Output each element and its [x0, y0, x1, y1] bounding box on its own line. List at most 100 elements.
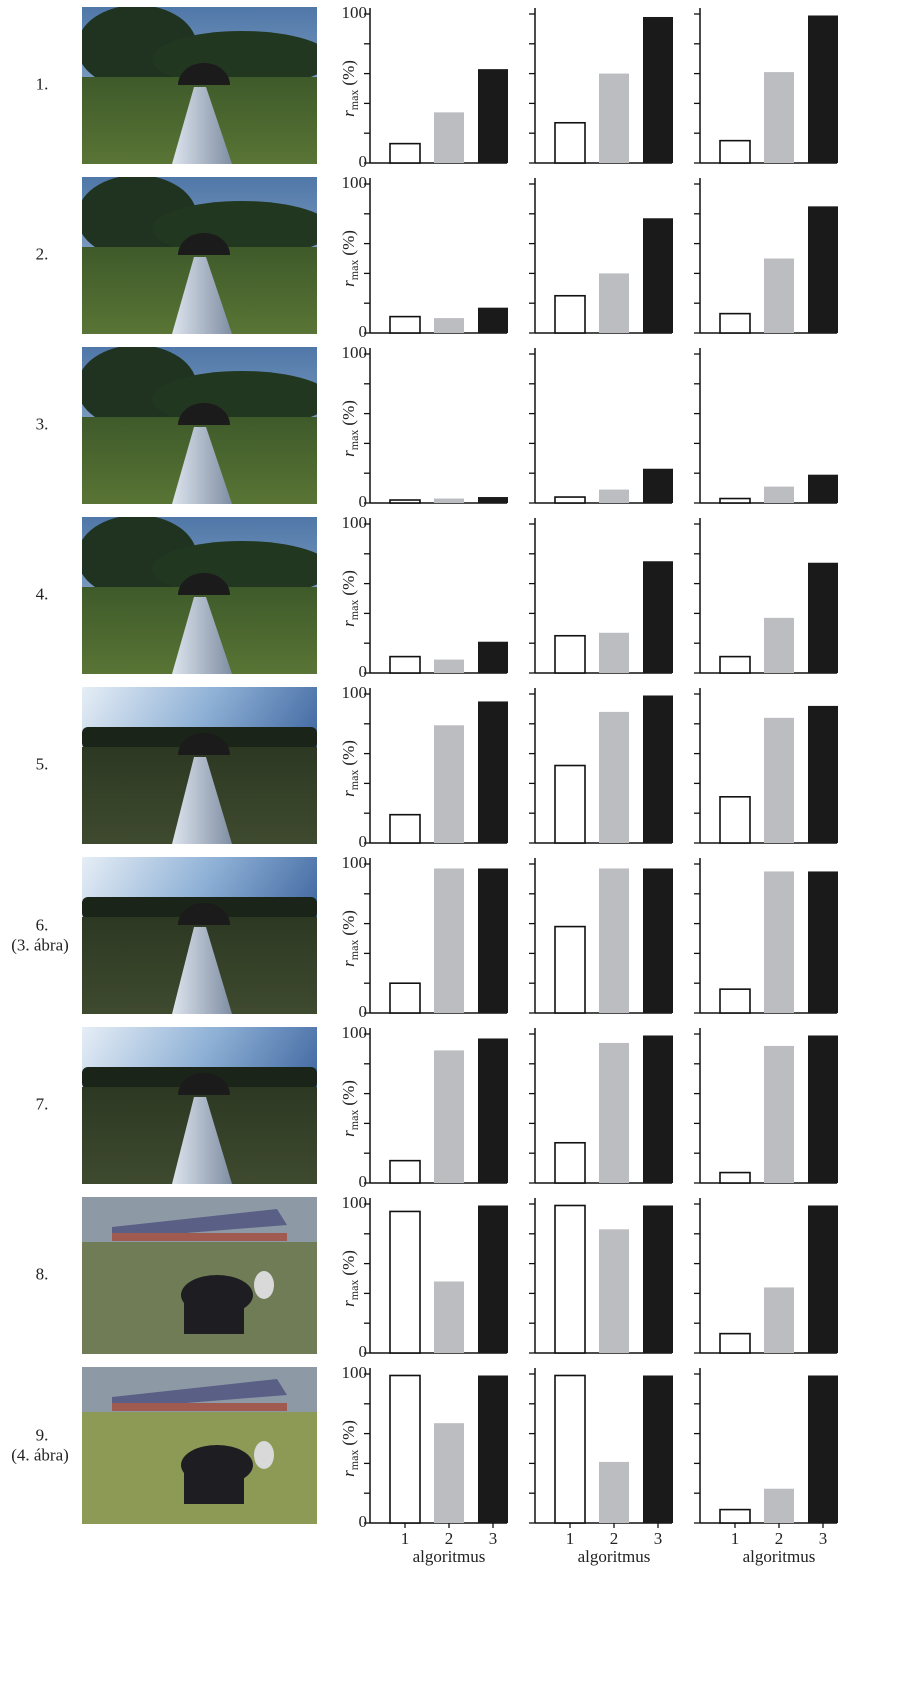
y-label-unit: (%): [339, 60, 358, 85]
bar: [554, 294, 586, 334]
photo-cow-legs: [184, 1472, 244, 1504]
bar: [808, 1035, 838, 1183]
row-label: 8.: [36, 1264, 49, 1283]
y-label-symbol: r: [339, 1300, 358, 1307]
row-label: 6.: [36, 915, 49, 934]
bar: [478, 69, 508, 163]
bar: [478, 1375, 508, 1523]
photo: [82, 1367, 317, 1524]
y-label-subscript: max: [347, 1450, 361, 1471]
bar: [643, 218, 673, 333]
bar: [764, 486, 794, 503]
bar: [554, 121, 586, 164]
photo: [82, 177, 317, 334]
y-tick-label: 0: [359, 662, 368, 681]
bar: [434, 498, 464, 503]
bar: [808, 871, 838, 1013]
bar: [389, 499, 421, 504]
y-label-subscript: max: [347, 1110, 361, 1131]
photo-cow-head: [254, 1271, 274, 1299]
bar: [389, 1159, 421, 1184]
bar: [764, 72, 794, 163]
photo: [82, 517, 317, 674]
bar: [764, 871, 794, 1013]
photo-target: [178, 733, 230, 755]
bar: [389, 982, 421, 1014]
y-tick-label: 100: [342, 1193, 368, 1212]
photo-rail: [172, 257, 232, 334]
bar: [808, 15, 838, 163]
bar: [764, 717, 794, 843]
y-tick-label: 0: [359, 1342, 368, 1361]
y-label-unit: (%): [339, 1080, 358, 1105]
bar: [764, 1287, 794, 1353]
y-tick-label: 0: [359, 832, 368, 851]
y-axis-label: rmax (%): [339, 230, 361, 287]
photo: [82, 1027, 317, 1184]
bar: [478, 701, 508, 843]
bar: [643, 1035, 673, 1183]
photo: [82, 347, 317, 504]
y-label-unit: (%): [339, 570, 358, 595]
y-label-unit: (%): [339, 910, 358, 935]
photo-target: [178, 403, 230, 425]
y-label-symbol: r: [339, 1130, 358, 1137]
y-axis-label: rmax (%): [339, 740, 361, 797]
photo-rail: [172, 1097, 232, 1184]
y-tick-label: 0: [359, 1002, 368, 1021]
bar: [599, 632, 629, 673]
photo-barn-wall: [112, 1403, 287, 1411]
y-label-subscript: max: [347, 770, 361, 791]
bar: [478, 868, 508, 1013]
bar: [808, 705, 838, 843]
bar: [434, 868, 464, 1013]
bar: [599, 489, 629, 503]
photo-target: [178, 903, 230, 925]
bar: [554, 1141, 586, 1184]
bar: [643, 695, 673, 843]
y-label-subscript: max: [347, 90, 361, 111]
bar: [599, 1042, 629, 1183]
bar: [478, 1038, 508, 1183]
bar: [389, 655, 421, 674]
y-label-subscript: max: [347, 260, 361, 281]
y-label-symbol: r: [339, 620, 358, 627]
y-tick-label: 100: [342, 853, 368, 872]
x-tick-label: 3: [819, 1529, 828, 1548]
bar: [764, 1488, 794, 1523]
bar: [478, 641, 508, 673]
bar: [554, 1204, 586, 1354]
bar: [554, 496, 586, 504]
bar: [554, 764, 586, 844]
photo-barn: [112, 1209, 287, 1239]
bar: [643, 561, 673, 673]
photo: [82, 857, 317, 1014]
row-note: (4. ábra): [11, 1445, 69, 1464]
x-tick-label: 1: [566, 1529, 575, 1548]
photo: [82, 7, 317, 164]
x-tick-label: 1: [401, 1529, 410, 1548]
y-label-symbol: r: [339, 790, 358, 797]
x-axis-label: algoritmus: [743, 1547, 816, 1566]
photo-cow-legs: [184, 1302, 244, 1334]
bar: [719, 796, 751, 844]
y-tick-label: 0: [359, 1172, 368, 1191]
bar: [643, 468, 673, 503]
bar: [764, 617, 794, 673]
y-tick-label: 100: [342, 513, 368, 532]
bar: [808, 474, 838, 503]
photo-rail: [172, 87, 232, 164]
y-label-unit: (%): [339, 1420, 358, 1445]
y-label-subscript: max: [347, 940, 361, 961]
y-axis-label: rmax (%): [339, 910, 361, 967]
bar: [643, 868, 673, 1013]
bar: [478, 497, 508, 503]
bar: [389, 315, 421, 334]
y-axis-label: rmax (%): [339, 1420, 361, 1477]
photo: [82, 1197, 317, 1354]
x-axis-label: algoritmus: [413, 1547, 486, 1566]
x-axis-label: algoritmus: [578, 1547, 651, 1566]
photo: [82, 687, 317, 844]
bar: [434, 1050, 464, 1183]
bar: [719, 1508, 751, 1524]
